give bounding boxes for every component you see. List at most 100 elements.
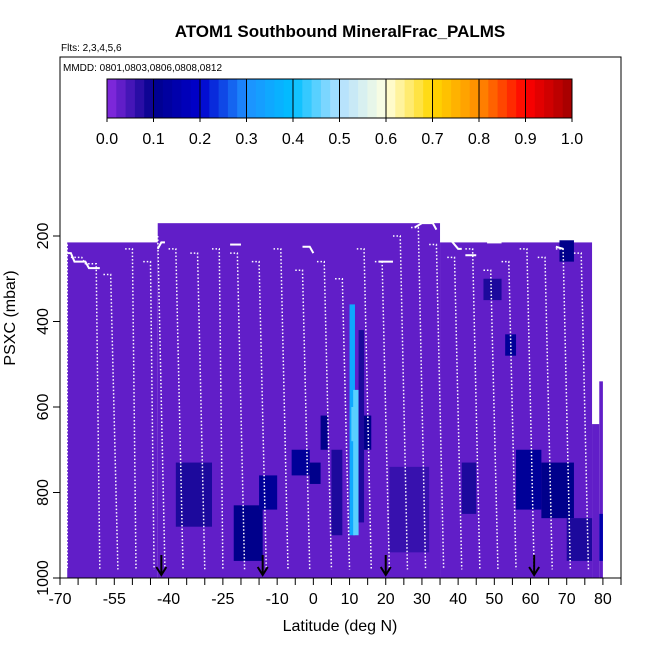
- heatmap-cell-11: [364, 415, 372, 450]
- heatmap-cell-19: [566, 518, 593, 561]
- colorbar-swatch-33: [413, 79, 424, 118]
- colorbar-swatch-49: [562, 79, 573, 118]
- colorbar-tick-label-6: 0.6: [375, 131, 397, 148]
- flight-track-10: [251, 260, 268, 570]
- chart-title: ATOM1 Southbound MineralFrac_PALMS: [175, 22, 506, 41]
- colorbar-tick-label-0: 0.0: [96, 131, 118, 148]
- colorbar-swatch-10: [200, 79, 210, 118]
- y-tick-label-2: 600: [35, 394, 52, 421]
- colorbar-swatch-7: [172, 79, 182, 118]
- heatmap-region-4: [599, 381, 603, 578]
- colorbar-swatch-36: [441, 79, 452, 118]
- flight-track-17: [392, 235, 409, 570]
- heatmap-cell-16: [516, 449, 542, 510]
- colorbar-swatch-24: [330, 79, 340, 118]
- flight-track-5: [156, 235, 166, 570]
- heatmap-region-3: [592, 424, 600, 578]
- colorbar-swatch-47: [544, 79, 554, 118]
- colorbar-swatch-40: [479, 79, 489, 118]
- colorbar-swatch-5: [153, 79, 164, 118]
- flight-track-8: [212, 248, 224, 570]
- flight-track-27: [573, 252, 590, 570]
- flight-level-segment-5: [414, 222, 438, 231]
- colorbar-tick-label-4: 0.4: [282, 131, 304, 148]
- flight-track-18: [411, 226, 427, 570]
- colorbar-swatch-3: [134, 79, 145, 118]
- flight-track-20: [447, 256, 463, 570]
- flight-level-segment-6: [450, 239, 462, 250]
- colorbar-swatch-48: [553, 79, 564, 118]
- arrow-marker-3: [528, 555, 540, 577]
- flight-track-25: [537, 256, 553, 570]
- flight-level-segment-9: [555, 245, 564, 250]
- x-axis-label: Latitude (deg N): [283, 618, 398, 635]
- x-tick-label-7: 20: [377, 591, 395, 608]
- x-tick-label-1: -55: [103, 591, 126, 608]
- arrow-marker-1: [256, 555, 269, 577]
- colorbar: 0.0 0.1 0.2 0.3 0.4 0.5 0.6 0.7 0.8 0.9 1.0: [96, 78, 583, 148]
- flight-track-19: [429, 243, 445, 570]
- colorbar-swatch-44: [516, 79, 526, 118]
- flight-tracks-layer: [66, 222, 590, 570]
- flights-label: Flts: 2,3,4,5,6: [61, 43, 122, 54]
- heatmap-cell-9: [353, 389, 359, 536]
- flight-track-15: [356, 248, 373, 570]
- y-tick-label-1: 400: [35, 308, 52, 335]
- colorbar-swatch-22: [311, 79, 322, 118]
- arrow-head-1: [256, 566, 269, 577]
- colorbar-swatch-46: [534, 79, 545, 118]
- colorbar-swatch-6: [162, 79, 173, 118]
- flight-track-2: [103, 273, 119, 570]
- x-tick-label-13: 80: [594, 591, 612, 608]
- colorbar-swatch-0: [107, 79, 117, 118]
- flight-track-9: [230, 252, 246, 570]
- heatmap-cell-1: [233, 505, 263, 561]
- flight-level-segment-3: [302, 245, 315, 254]
- arrow-head-3: [528, 566, 540, 577]
- heatmap-cell-18: [559, 240, 574, 262]
- arrow-head-0: [155, 566, 168, 577]
- colorbar-swatch-43: [506, 79, 517, 118]
- flight-track-4: [143, 260, 155, 570]
- x-tick-label-9: 40: [449, 591, 467, 608]
- flight-track-7: [190, 252, 206, 570]
- colorbar-swatch-45: [525, 79, 536, 118]
- colorbar-swatch-12: [218, 79, 229, 118]
- flight-track-1: [70, 256, 101, 570]
- colorbar-swatch-34: [423, 79, 433, 118]
- flight-track-24: [519, 248, 535, 570]
- x-axis: -70 -55 -40 -25 -10 0 10 20 30 40 50 60 70 80: [48, 578, 622, 608]
- colorbar-swatch-26: [348, 79, 359, 118]
- colorbar-swatch-37: [451, 79, 461, 118]
- flight-track-22: [483, 269, 499, 570]
- heatmap-cell-10: [358, 330, 365, 523]
- flight-track-6: [168, 248, 184, 570]
- heatmap-cell-12: [389, 466, 430, 553]
- arrow-marker-0: [155, 555, 168, 577]
- heatmap-cell-8: [351, 407, 355, 442]
- colorbar-swatch-16: [255, 79, 266, 118]
- flight-track-3: [125, 248, 137, 570]
- x-tick-label-0: -70: [48, 591, 71, 608]
- flight-track-13: [316, 260, 333, 570]
- heatmap-cell-4: [309, 462, 321, 484]
- plot-area: [66, 222, 603, 579]
- colorbar-swatch-2: [125, 79, 136, 118]
- colorbar-swatch-20: [293, 79, 303, 118]
- colorbar-swatch-11: [209, 79, 220, 118]
- heatmap-region-0: [67, 242, 158, 578]
- colorbar-swatch-31: [395, 79, 406, 118]
- colorbar-swatch-29: [376, 79, 387, 118]
- heatmap-cell-15: [505, 334, 517, 356]
- heatmap-layer: [67, 223, 603, 579]
- colorbar-swatch-13: [227, 79, 238, 118]
- x-tick-label-2: -40: [157, 591, 180, 608]
- colorbar-swatch-17: [265, 79, 275, 118]
- heatmap-cell-5: [320, 415, 328, 450]
- x-tick-label-10: 50: [485, 591, 503, 608]
- y-tick-label-0: 200: [35, 223, 52, 250]
- flight-track-23: [501, 260, 517, 570]
- colorbar-tick-label-10: 1.0: [561, 131, 583, 148]
- x-tick-label-12: 70: [558, 591, 576, 608]
